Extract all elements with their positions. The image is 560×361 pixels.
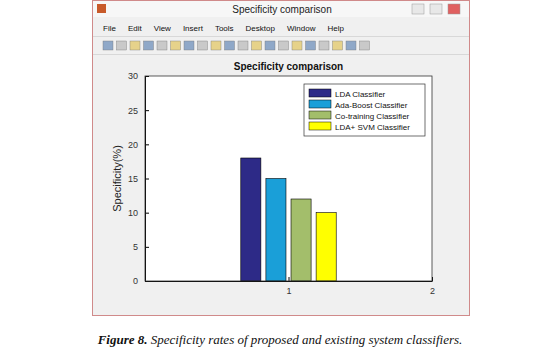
y-tick-mark [145,110,149,111]
toolbar-button[interactable] [279,41,289,50]
y-tick-label: 5 [133,242,138,252]
menu-item[interactable]: Insert [183,24,204,33]
y-tick: 15 [128,174,149,184]
toolbar-button[interactable] [292,41,302,50]
x-tick: 2 [430,277,435,296]
legend-swatch [309,122,331,130]
y-axis-title: Specificity(%) [111,145,123,212]
bar [266,179,286,282]
y-tick-label: 25 [128,106,138,116]
y-tick-label: 15 [128,174,138,184]
caption: Figure 8. Specificity rates of proposed … [97,332,463,347]
x-tick: 1 [286,277,291,296]
window-button[interactable] [412,4,424,14]
plot-area [145,76,432,281]
toolbar-button[interactable] [360,41,370,50]
caption-label: Figure 8. [97,332,148,347]
menu-item[interactable]: Window [287,24,316,33]
legend-label: Ada-Boost Classifier [335,101,408,110]
menu-item[interactable]: Help [327,24,344,33]
bar [316,213,336,281]
legend-box [304,84,425,136]
x-axis: 12 [146,277,436,296]
x-tick-mark [289,277,290,281]
toolbar-button[interactable] [265,41,275,50]
toolbar-button[interactable] [333,41,343,50]
toolbar-button[interactable] [319,41,329,50]
y-tick-mark [145,213,149,214]
y-tick-label: 0 [133,276,138,286]
figure-window: Specificity comparison File Edit View Insert… [93,1,470,316]
menu-item[interactable]: View [154,24,171,33]
legend-swatch [309,100,331,108]
legend-swatch [309,89,331,97]
y-tick-mark [145,247,149,248]
toolbar-button[interactable] [225,41,235,50]
y-tick: 10 [128,208,149,218]
caption-text: Specificity rates of proposed and existi… [151,332,462,347]
page: Specificity comparison File Edit View Insert… [0,0,560,361]
menu-item[interactable]: File [103,24,116,33]
window-frame [93,1,470,316]
menu-item[interactable]: Tools [215,24,234,33]
menu-item[interactable]: Edit [128,24,143,33]
window-title: Specificity comparison [232,4,331,15]
bar [291,199,311,281]
legend-label: LDA+ SVM Classifier [335,123,410,132]
toolbar-button[interactable] [238,41,248,50]
toolbar-button[interactable] [211,41,221,50]
app-icon [97,4,106,13]
toolbar-button[interactable] [306,41,316,50]
toolbar-separator [93,54,469,55]
toolbar-button[interactable] [198,41,208,50]
toolbar-button[interactable] [103,41,113,50]
toolbar-button[interactable] [252,41,262,50]
bar [241,158,261,281]
toolbar-button[interactable] [171,41,181,50]
x-tick-label: 2 [430,286,435,296]
toolbar-button[interactable] [144,41,154,50]
toolbar-button[interactable] [130,41,140,50]
y-tick-mark [145,179,149,180]
window-button[interactable] [430,4,442,14]
y-tick-label: 20 [128,140,138,150]
y-tick-label: 30 [128,71,138,81]
y-tick: 20 [128,140,149,150]
legend-swatch [309,111,331,119]
chart-title: Specificity comparison [234,61,343,72]
toolbar-button[interactable] [117,41,127,50]
toolbar-button[interactable] [184,41,194,50]
title-bar [93,1,469,17]
legend-label: LDA Classifier [335,90,386,99]
toolbar-separator [93,36,469,37]
toolbar-button[interactable] [157,41,167,50]
toolbar-button[interactable] [346,41,356,50]
y-axis: 0 5 10 15 20 25 30 [128,71,149,286]
y-tick-mark [145,144,149,145]
y-tick: 5 [133,242,149,252]
y-tick: 25 [128,106,149,116]
window-button[interactable] [448,4,460,14]
y-tick-label: 10 [128,208,138,218]
legend: LDA Classifier Ada-Boost Classifier Co-tra… [304,84,425,136]
plot-frame [145,76,432,281]
x-tick-label: 1 [286,286,291,296]
legend-label: Co-training Classifier [335,112,410,121]
bars [241,158,336,281]
menu-item[interactable]: Desktop [246,24,276,33]
